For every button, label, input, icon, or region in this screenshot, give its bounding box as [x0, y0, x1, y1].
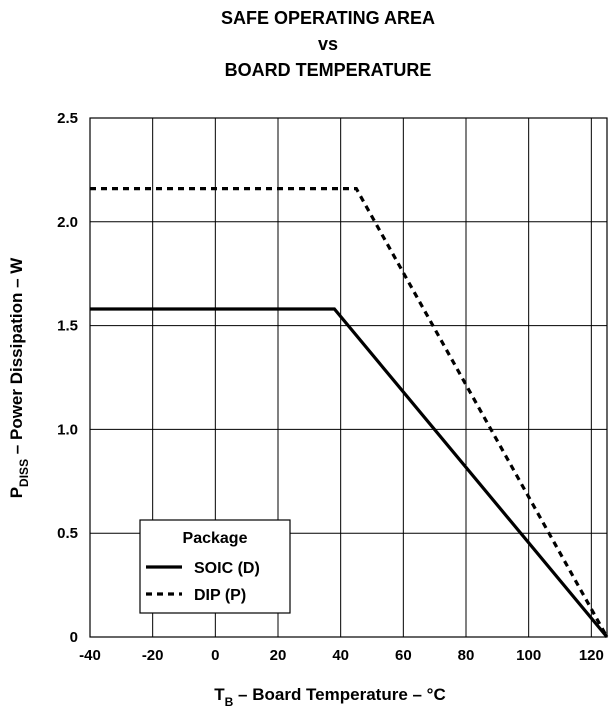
x-tick-label: -40: [79, 647, 101, 664]
series-line-dip: [90, 187, 609, 638]
y-tick-label: 2.0: [57, 214, 78, 231]
x-tick-label: 0: [211, 647, 219, 664]
x-axis-label-sub: B: [225, 695, 234, 709]
x-axis-label-rest: – Board Temperature – °C: [233, 685, 445, 704]
legend-title: Package: [183, 530, 248, 547]
y-tick-label: 0: [70, 629, 78, 646]
legend-label-soic: SOIC (D): [194, 560, 260, 577]
chart-title: SAFE OPERATING AREA vs BOARD TEMPERATURE: [221, 8, 435, 80]
x-tick-label: 20: [270, 647, 287, 664]
y-tick-label: 1.5: [57, 318, 78, 335]
title-line-2: vs: [318, 34, 338, 54]
y-tick-label: 2.5: [57, 110, 78, 127]
y-tick-label: 0.5: [57, 525, 78, 542]
grid: [90, 118, 607, 637]
x-tick-labels: -40 -20 0 20 40 60 80 100 120: [79, 647, 604, 664]
title-line-3: BOARD TEMPERATURE: [225, 60, 432, 80]
y-axis-label-rest: – Power Dissipation – W: [7, 257, 26, 459]
series-line-soic: [90, 307, 609, 639]
x-tick-label: 80: [458, 647, 475, 664]
series-layer: [90, 187, 609, 639]
y-tick-labels: 0 0.5 1.0 1.5 2.0 2.5: [57, 110, 78, 646]
legend: Package SOIC (D) DIP (P): [139, 519, 291, 614]
x-tick-label: 40: [332, 647, 349, 664]
title-line-1: SAFE OPERATING AREA: [221, 8, 435, 28]
y-axis-label-main: P: [7, 487, 26, 498]
y-axis-label: PDISS – Power Dissipation – W: [7, 257, 31, 499]
x-tick-label: 60: [395, 647, 412, 664]
legend-label-dip: DIP (P): [194, 587, 246, 604]
y-axis-label-sub: DISS: [17, 459, 31, 487]
x-tick-label: -20: [142, 647, 164, 664]
x-axis-label: TB – Board Temperature – °C: [214, 685, 446, 709]
x-tick-label: 100: [516, 647, 541, 664]
plot-frame: [89, 117, 608, 638]
y-tick-label: 1.0: [57, 421, 78, 438]
x-tick-label: 120: [579, 647, 604, 664]
x-axis-label-main: T: [214, 685, 225, 704]
